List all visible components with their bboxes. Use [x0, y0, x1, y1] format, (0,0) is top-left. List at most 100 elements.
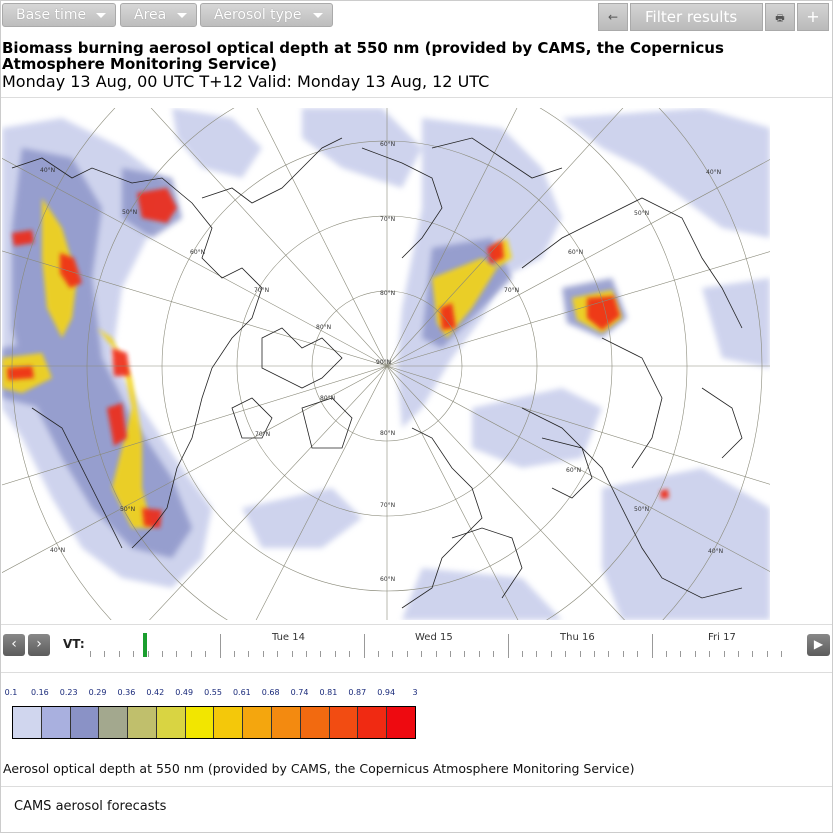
timeline-tick — [536, 651, 538, 657]
timeline-tick — [421, 651, 423, 657]
timeline-tick — [378, 651, 379, 657]
lat-label: 60°N — [568, 249, 583, 256]
timeline-tick — [277, 651, 279, 657]
timeline-tick — [738, 651, 739, 657]
timeline-tick — [522, 651, 523, 657]
timeline-day-label: Tue 14 — [272, 632, 305, 643]
play-button[interactable]: ▶ — [807, 634, 830, 656]
legend-values: 0.1 0.16 0.23 0.29 0.36 0.42 0.49 0.55 0.61 0.68 0… — [0, 688, 430, 700]
timeline-tick — [118, 651, 120, 657]
add-button[interactable]: + — [797, 3, 829, 31]
legend-value: 0.42 — [146, 688, 165, 697]
legend-swatch — [300, 707, 330, 738]
legend-value: 0.68 — [261, 688, 280, 697]
legend-swatch — [156, 707, 186, 738]
play-icon: ▶ — [813, 637, 824, 651]
lat-label: 50°N — [120, 506, 135, 513]
timeline-tick — [565, 651, 567, 657]
timeline-tick — [493, 651, 495, 657]
aod-peak-layer — [7, 188, 669, 528]
legend-caption: Aerosol optical depth at 550 nm (provide… — [3, 761, 635, 776]
back-arrow-icon: ← — [607, 10, 619, 24]
legend-swatch — [99, 707, 129, 738]
legend-value: 0.55 — [204, 688, 222, 697]
timeline-day-label: Wed 15 — [415, 632, 453, 643]
print-icon: 🖶 — [775, 13, 785, 24]
coastlines — [11, 137, 743, 609]
timeline-tick — [291, 651, 293, 657]
timeline-tick — [320, 651, 322, 657]
time-slider[interactable]: Tue 14 Wed 15 Thu 16 Fri 17 — [88, 630, 794, 662]
timeline-tick — [147, 651, 149, 657]
timeline-tick — [248, 651, 250, 657]
lat-label: 70°N — [254, 287, 269, 294]
lat-label: 60°N — [380, 576, 395, 583]
print-button[interactable]: 🖶 — [765, 3, 795, 31]
base-time-dropdown[interactable]: Base time — [2, 3, 116, 27]
timeline-tick — [464, 651, 466, 657]
lat-label: 70°N — [255, 431, 270, 438]
toolbar: Base time Area Aerosol type ← Filter res… — [0, 0, 833, 34]
timeline-tick — [90, 651, 91, 657]
legend-value: 3 — [412, 688, 418, 697]
timeline-tick — [752, 651, 754, 657]
legend-value: 0.36 — [117, 688, 136, 697]
graticule — [2, 108, 770, 620]
lat-label: 50°N — [634, 210, 649, 217]
timeline-tick — [608, 651, 610, 657]
aerosol-map[interactable]: 40°N 50°N 60°N 70°N 80°N 90°N 80°N 70°N … — [2, 108, 770, 620]
timeline-tick — [579, 651, 581, 657]
timeline-day-label: Fri 17 — [708, 632, 736, 643]
current-time-marker[interactable] — [143, 633, 147, 657]
chevron-down-icon — [177, 13, 187, 18]
lat-label: 70°N — [380, 216, 395, 223]
product-title: Biomass burning aerosol optical depth at… — [2, 39, 724, 73]
lat-label: 90°N — [376, 359, 391, 366]
lat-label: 60°N — [190, 249, 205, 256]
legend-swatch — [243, 707, 273, 738]
lat-label: 60°N — [566, 467, 581, 474]
timeline-tick — [162, 651, 163, 657]
validity-subtitle: Monday 13 Aug, 00 UTC T+12 Valid: Monday… — [2, 72, 490, 91]
legend-swatch — [41, 707, 71, 738]
lat-label: 70°N — [380, 502, 395, 509]
lat-label: 40°N — [708, 548, 723, 555]
timeline-tick — [104, 651, 106, 657]
legend-swatch — [358, 707, 388, 738]
timeline-tick — [435, 651, 437, 657]
timeline-tick — [219, 634, 221, 658]
color-legend — [12, 706, 416, 739]
previous-step-button[interactable]: ‹ — [3, 634, 25, 656]
filter-results-button[interactable]: Filter results — [630, 3, 763, 31]
timeline-tick — [363, 634, 365, 658]
back-button[interactable]: ← — [598, 3, 628, 31]
base-time-label: Base time — [16, 7, 87, 23]
timeline-tick — [507, 634, 509, 658]
timeline-tick — [334, 651, 336, 657]
aerosol-type-dropdown[interactable]: Aerosol type — [200, 3, 333, 27]
footer-text: CAMS aerosol forecasts — [14, 799, 167, 814]
area-dropdown[interactable]: Area — [120, 3, 197, 27]
timeline-tick — [205, 651, 207, 657]
chevron-down-icon — [313, 13, 323, 18]
timeline-tick — [766, 651, 768, 657]
timeline-tick — [680, 651, 682, 657]
plus-icon: + — [806, 7, 820, 26]
lat-label: 60°N — [380, 141, 395, 148]
lat-label: 80°N — [380, 430, 395, 437]
timeline-tick — [190, 651, 192, 657]
legend-value: 0.61 — [232, 688, 251, 697]
legend-swatch — [13, 707, 42, 738]
legend-swatch — [128, 707, 157, 738]
legend-value: 0.74 — [290, 688, 309, 697]
filter-results-label: Filter results — [645, 8, 738, 26]
timeline-tick — [594, 651, 595, 657]
timeline-tick — [666, 651, 667, 657]
timeline-tick — [550, 651, 552, 657]
legend-value: 0.23 — [59, 688, 78, 697]
legend-swatch — [272, 707, 301, 738]
lat-label: 50°N — [122, 209, 137, 216]
next-step-button[interactable]: › — [28, 634, 50, 656]
timeline-tick — [406, 651, 408, 657]
timeline-tick — [694, 651, 696, 657]
